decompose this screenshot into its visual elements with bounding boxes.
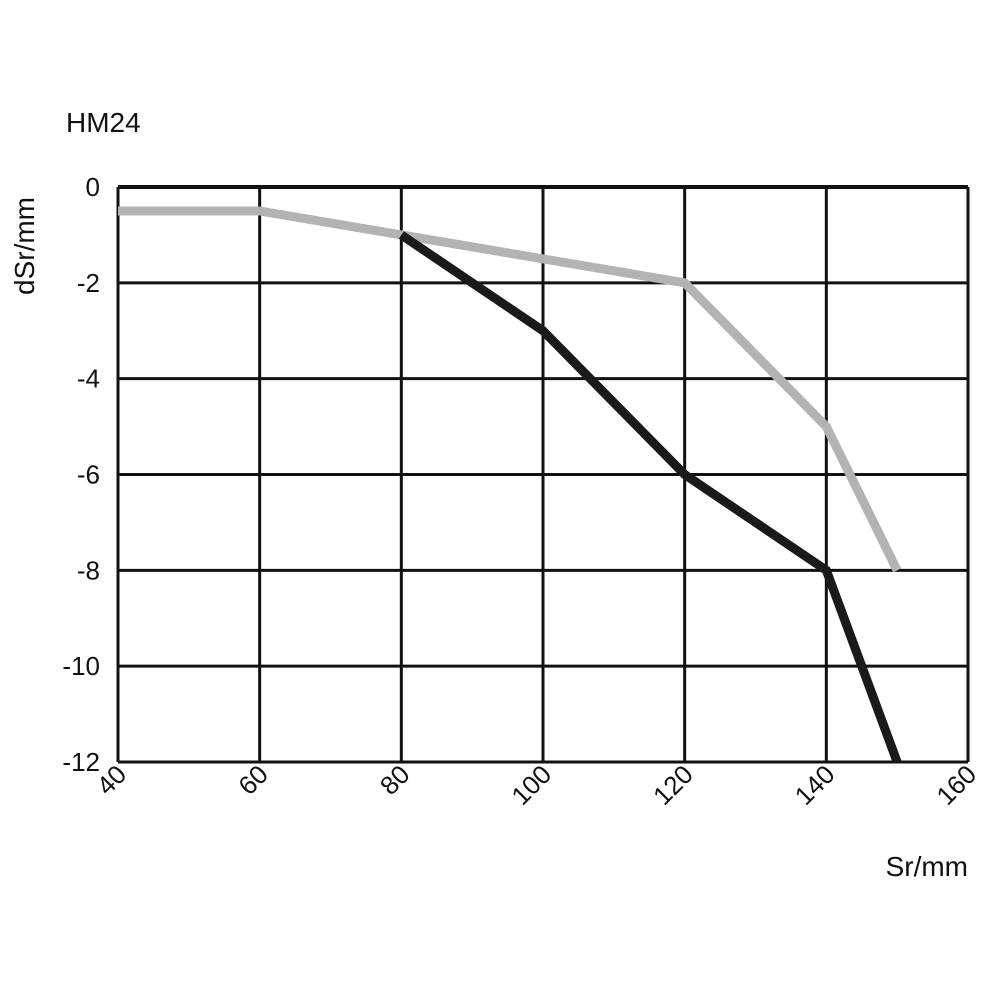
x-tick-label: 100 (505, 759, 557, 811)
series-line (118, 206, 902, 573)
chart-title: HM24 (66, 107, 141, 138)
y-tick-label: -12 (62, 747, 100, 777)
x-tick-label: 160 (930, 759, 982, 811)
x-axis-title: Sr/mm (886, 851, 968, 882)
y-tick-label: -10 (62, 651, 100, 681)
x-tick-label: 80 (374, 759, 416, 801)
series-line (398, 231, 902, 764)
grid (116, 185, 970, 764)
x-tick-labels: 40 60 80 100 120 140 160 (91, 759, 983, 811)
x-tick-label: 140 (789, 759, 841, 811)
y-tick-label: -8 (77, 555, 100, 585)
series-lines (118, 206, 902, 764)
y-tick-label: -2 (77, 268, 100, 298)
x-tick-label: 60 (232, 759, 274, 801)
y-tick-label: -6 (77, 460, 100, 490)
y-tick-label: -4 (77, 364, 100, 394)
y-axis-title: dSr/mm (9, 197, 40, 295)
x-tick-label: 120 (647, 759, 699, 811)
y-tick-label: 0 (86, 172, 100, 202)
y-tick-labels: 0 -2 -4 -6 -8 -10 -12 (62, 172, 100, 777)
